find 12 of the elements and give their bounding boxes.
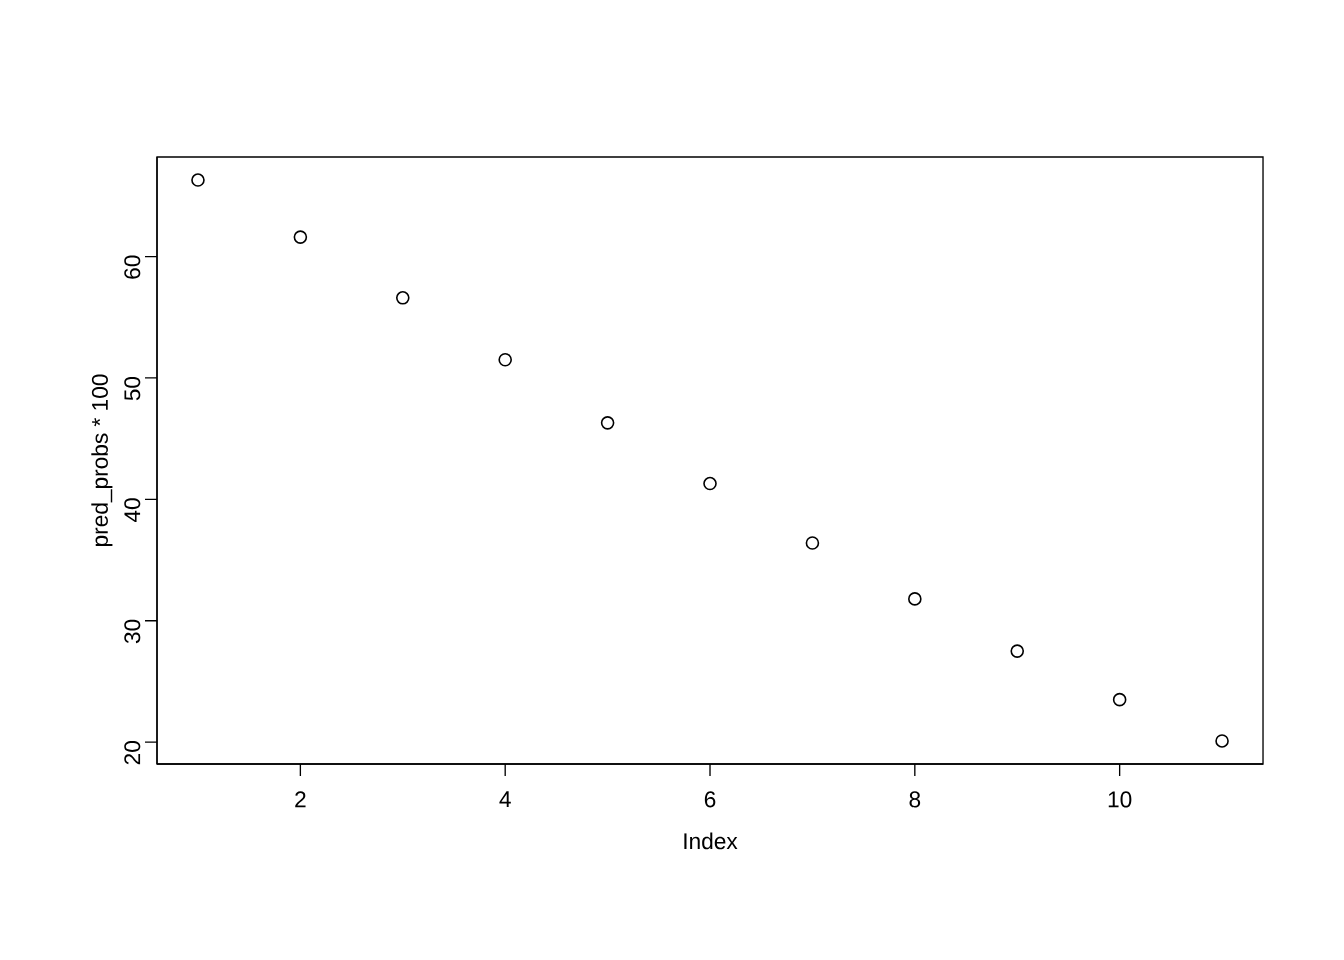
x-tick-label: 8 bbox=[909, 791, 921, 808]
y-tick-label: 60 bbox=[124, 255, 141, 279]
y-axis-title: pred_probs * 100 bbox=[91, 374, 113, 546]
x-axis-title: Index bbox=[684, 832, 738, 850]
x-tick-label: 4 bbox=[499, 791, 511, 807]
y-tick-label: 40 bbox=[124, 498, 141, 523]
x-tick-label: 10 bbox=[1108, 791, 1132, 808]
y-tick-label: 20 bbox=[124, 741, 141, 765]
y-tick-label: 50 bbox=[124, 376, 141, 401]
x-tick-label: 6 bbox=[704, 791, 716, 808]
x-tick-label: 2 bbox=[295, 791, 306, 808]
y-tick-label: 30 bbox=[124, 619, 141, 644]
